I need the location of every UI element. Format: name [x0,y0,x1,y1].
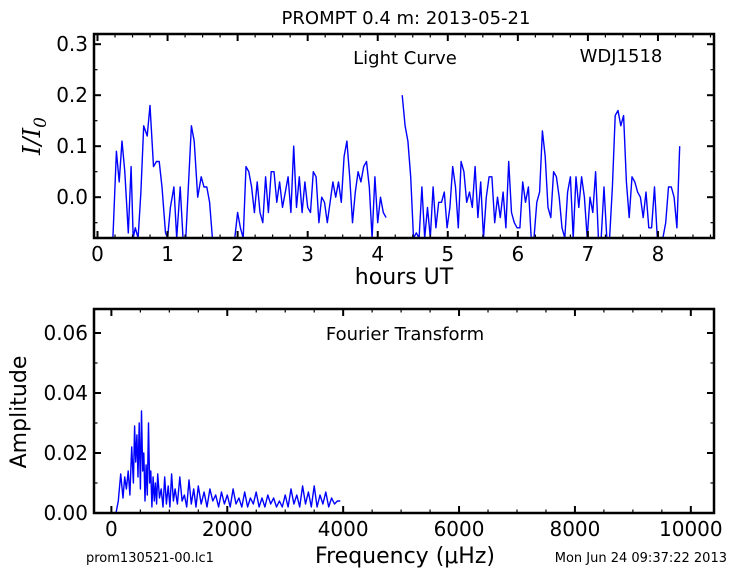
fourier-xtick-label: 4000 [318,517,369,541]
fourier-xtick-label: 8000 [549,517,600,541]
light-curve-xtick-label: 1 [161,242,174,266]
figure-title: PROMPT 0.4 m: 2013-05-21 [282,8,531,29]
light-curve-frame [92,32,716,240]
fourier-title: Fourier Transform [326,324,484,345]
light-curve-xtick-label: 0 [91,242,104,266]
fourier-ytick-label: 0.04 [43,381,88,405]
light-curve-xtick-label: 7 [582,242,595,266]
fourier-series-0-line [115,410,341,513]
fourier-panel: 0 2000 4000 6000 8000 10000 0.00 0.02 0.04 0.06 F… [7,307,723,569]
fourier-ytick-label: 0.06 [43,321,88,345]
fourier-xlabel: Frequency (μHz) [315,544,495,569]
light-curve-ytick-label: 0.2 [56,83,88,107]
light-curve-xtick-label: 8 [652,242,665,266]
fourier-ylabel: Amplitude [7,356,32,469]
light-curve-xtick-label: 6 [511,242,524,266]
light-curve-ticks: 0 1 2 3 4 5 6 7 8 0.0 0.1 0.2 0.3 [56,32,714,266]
fourier-plot-area [115,410,341,513]
light-curve-xtick-label: 2 [231,242,244,266]
light-curve-object-label: WDJ1518 [580,46,663,67]
fourier-xtick-label: 0 [105,517,118,541]
light-curve-xtick-label: 3 [301,242,314,266]
light-curve-ytick-label: 0.0 [56,185,88,209]
fourier-xtick-label: 2000 [202,517,253,541]
fourier-ticks: 0 2000 4000 6000 8000 10000 0.00 0.02 0.04 0.06 [43,309,723,541]
light-curve-ytick-label: 0.3 [56,32,88,56]
fourier-xtick-label: 10000 [659,517,723,541]
light-curve-xtick-label: 4 [371,242,384,266]
fourier-ytick-label: 0.02 [43,441,88,465]
light-curve-panel: 0 1 2 3 4 5 6 7 8 0.0 0.1 0.2 0.3 Light Curve WDJ151… [18,32,716,290]
light-curve-xlabel: hours UT [355,265,454,290]
light-curve-plot-area [112,95,681,238]
fourier-frame [92,307,716,515]
fourier-xtick-label: 6000 [434,517,485,541]
ylabel-subscript: 0 [31,117,51,128]
footer-filename: prom130521-00.lc1 [86,551,214,566]
fourier-ytick-label: 0.00 [43,501,88,525]
light-curve-series-0-line [112,104,387,238]
footer-timestamp: Mon Jun 24 09:37:22 2013 [555,551,727,566]
light-curve-title: Light Curve [353,48,457,69]
light-curve-series-1-line [401,95,681,238]
light-curve-ytick-label: 0.1 [56,134,88,158]
light-curve-xtick-label: 5 [441,242,454,266]
